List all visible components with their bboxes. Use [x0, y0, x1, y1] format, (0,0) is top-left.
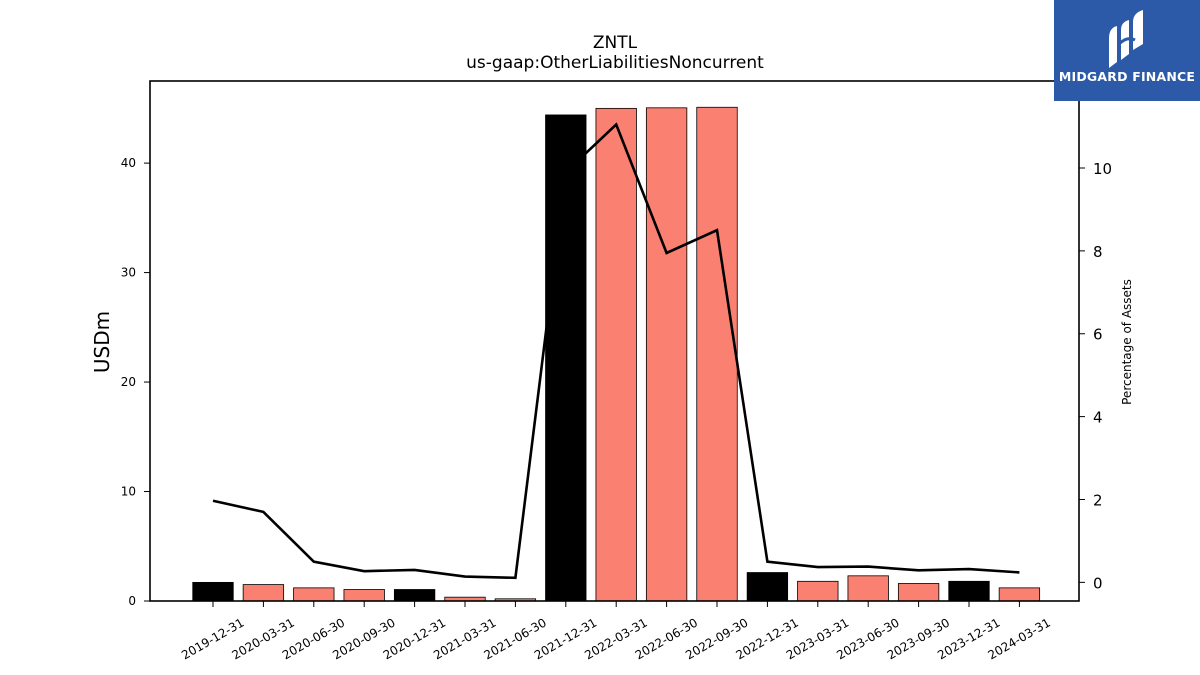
y-tick-label-left: 0: [128, 594, 136, 608]
bar: [343, 589, 385, 602]
bar: [242, 584, 285, 602]
bar: [595, 107, 637, 602]
bar: [746, 572, 789, 602]
bar: [797, 580, 839, 602]
chart-title: ZNTL: [593, 33, 638, 53]
chart-subtitle: us-gaap:OtherLiabilitiesNoncurrent: [466, 53, 764, 73]
y-tick-label-left: 40: [121, 156, 136, 170]
y-tick-label-right: 4: [1093, 409, 1103, 427]
bar: [545, 114, 587, 602]
series-line: [212, 122, 1020, 580]
bar: [293, 587, 335, 602]
bar: [696, 106, 738, 602]
midgard-finance-logo: MIDGARD FINANCE: [1054, 0, 1200, 101]
logo-mark-icon: [1109, 10, 1143, 68]
y-tick-label-right: 10: [1093, 160, 1112, 178]
plot-frame: [149, 80, 1080, 602]
bar: [897, 583, 940, 602]
y-axis-label-left: USDm: [90, 311, 114, 373]
bar: [948, 580, 990, 602]
logo-brand-text: MIDGARD FINANCE: [1058, 69, 1196, 84]
y-tick-label-right: 6: [1093, 326, 1103, 344]
y-tick-label-left: 10: [121, 485, 136, 499]
bar: [998, 587, 1041, 602]
y-tick-label-right: 8: [1093, 243, 1103, 261]
y-tick-label-right: 0: [1093, 574, 1103, 592]
y-axis-label-right: Percentage of Assets: [1120, 279, 1134, 405]
bar-series: [192, 106, 1041, 602]
bar: [645, 107, 688, 602]
bar: [847, 575, 889, 602]
y-tick-label-left: 20: [121, 375, 136, 389]
line-series: [212, 122, 1020, 580]
y-tick-label-left: 30: [121, 266, 136, 280]
bar: [393, 589, 436, 602]
y-tick-label-right: 2: [1093, 491, 1103, 509]
bar: [192, 581, 234, 602]
